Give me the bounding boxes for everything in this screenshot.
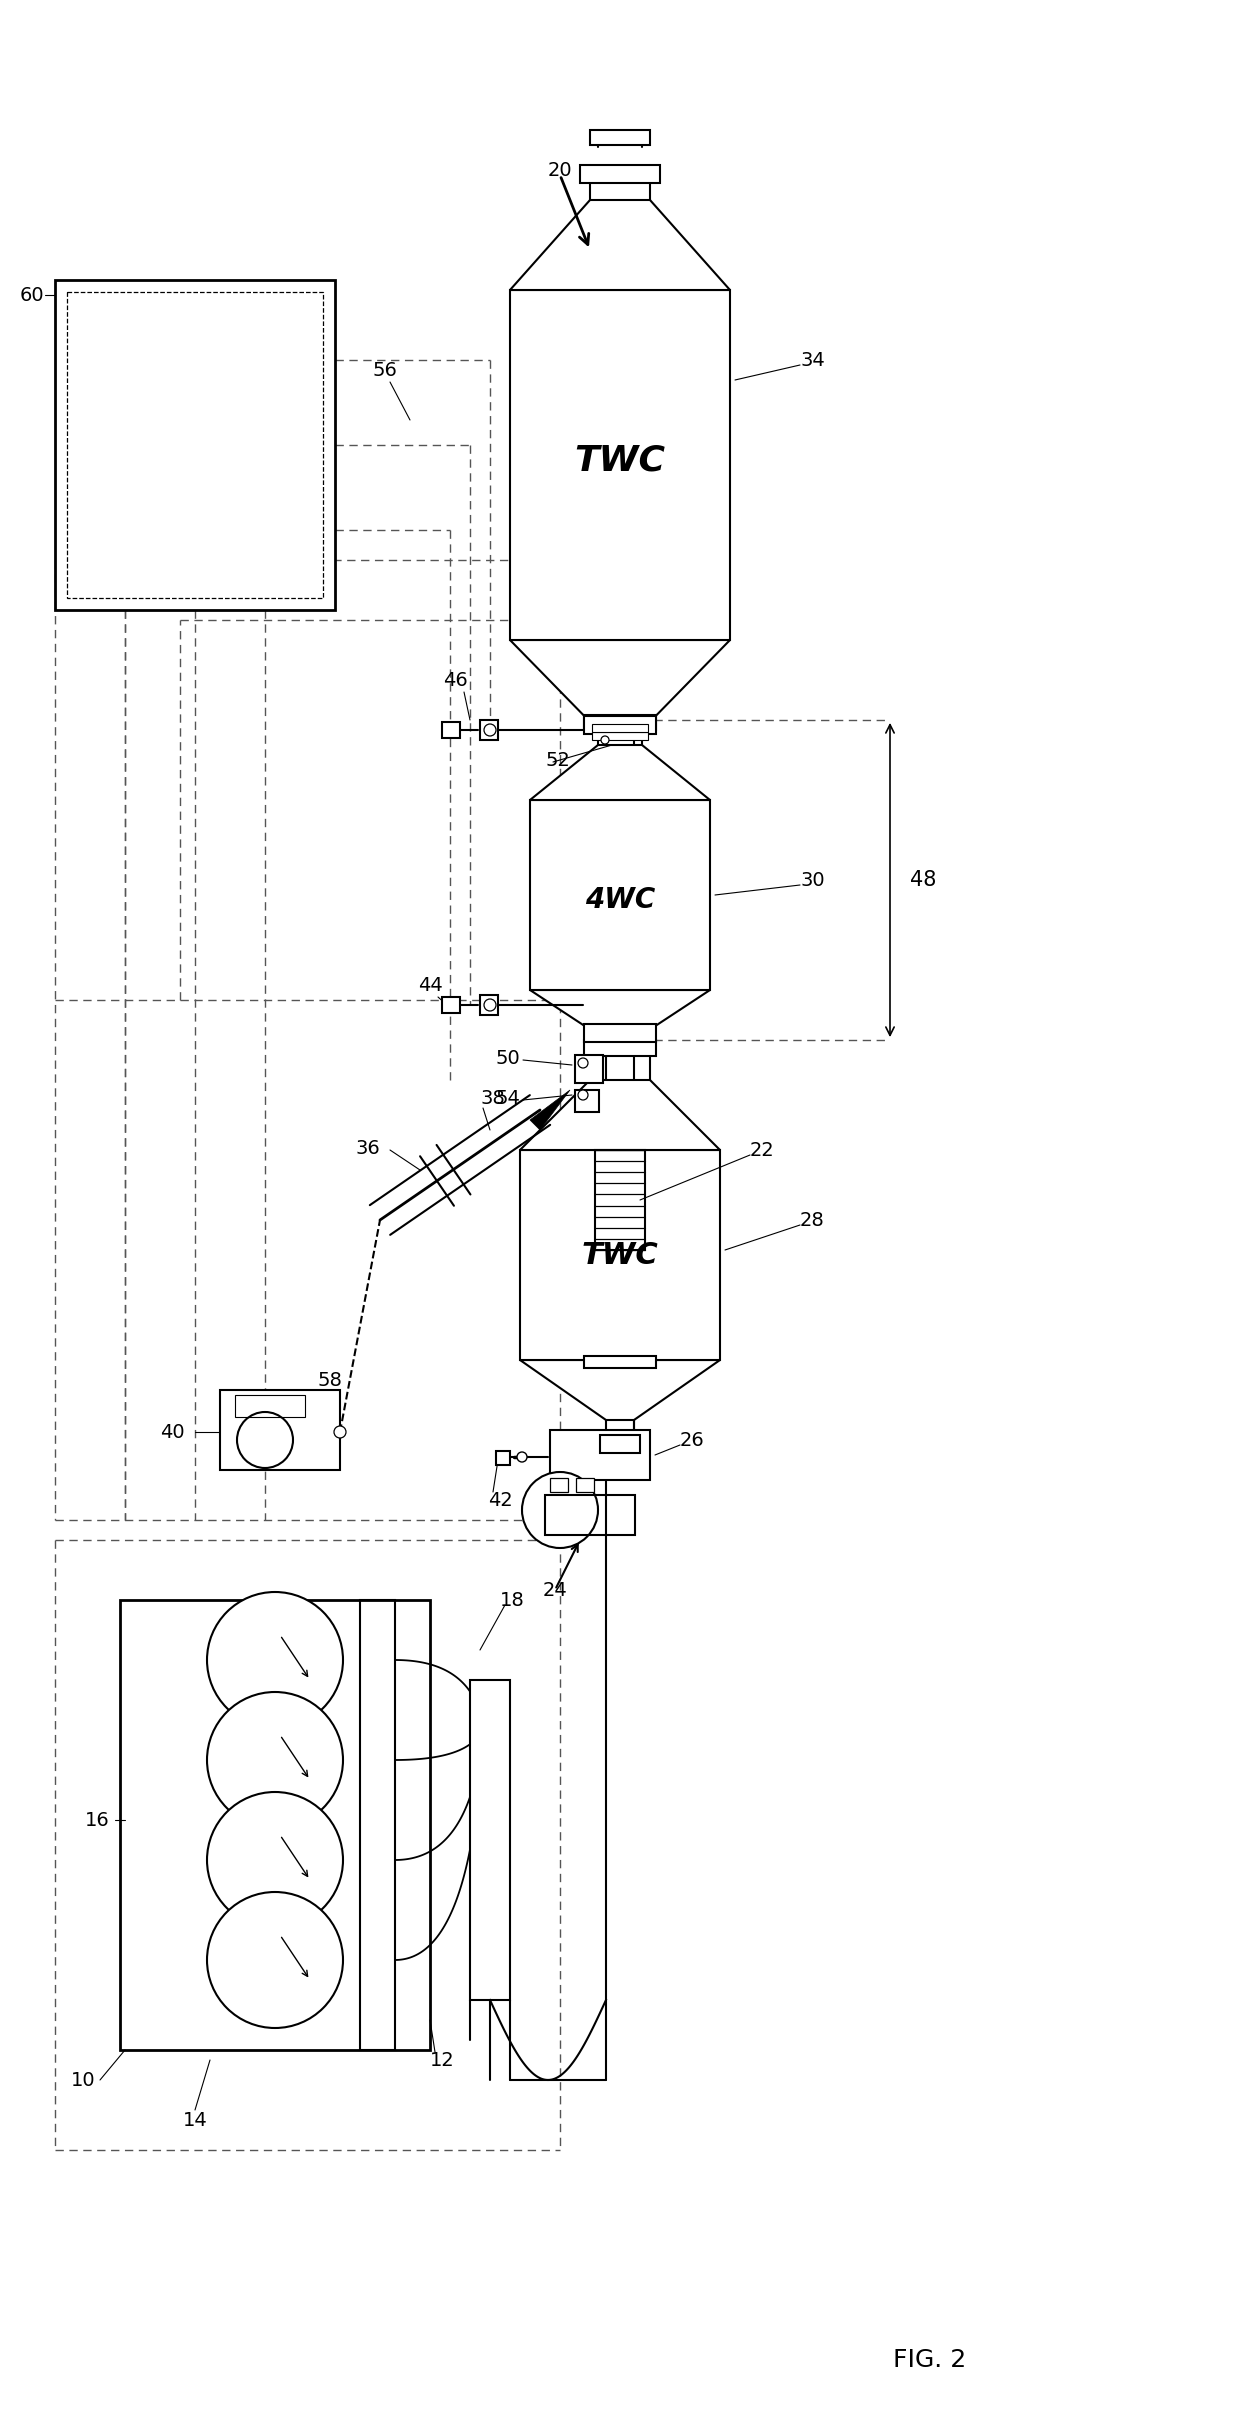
Text: 40: 40 [160, 1422, 185, 1441]
Circle shape [207, 1892, 343, 2028]
Text: 20: 20 [548, 160, 573, 180]
Bar [590, 131, 650, 146]
Bar [551, 1477, 568, 1492]
Circle shape [522, 1473, 598, 1548]
Text: 14: 14 [182, 2111, 207, 2130]
Circle shape [484, 723, 496, 735]
Text: 58: 58 [317, 1371, 342, 1390]
Bar [551, 1429, 650, 1480]
Bar [520, 1150, 720, 1361]
Polygon shape [529, 745, 711, 801]
Polygon shape [510, 640, 730, 730]
Text: 54: 54 [495, 1089, 520, 1109]
Circle shape [578, 1089, 588, 1099]
Text: 38: 38 [480, 1089, 505, 1109]
Bar [546, 1494, 635, 1536]
Polygon shape [520, 1080, 720, 1150]
Bar [584, 1041, 656, 1055]
Bar [529, 801, 711, 990]
Text: 56: 56 [372, 361, 398, 378]
Bar [580, 165, 660, 182]
Bar [584, 1024, 656, 1043]
Bar [480, 721, 498, 740]
Bar [236, 1395, 305, 1417]
Circle shape [484, 1000, 496, 1012]
Text: 42: 42 [489, 1490, 513, 1509]
Bar [591, 723, 649, 733]
Bar [575, 1089, 599, 1111]
Text: 22: 22 [750, 1140, 775, 1160]
Circle shape [601, 735, 609, 745]
Polygon shape [529, 990, 711, 1041]
Text: 12: 12 [430, 2050, 455, 2069]
Bar [591, 733, 649, 740]
Bar [219, 1390, 340, 1470]
Bar [595, 1150, 645, 1249]
Text: 52: 52 [546, 750, 570, 769]
Circle shape [207, 1591, 343, 1727]
Text: 30: 30 [800, 871, 825, 890]
Text: 34: 34 [800, 349, 825, 369]
Text: 60: 60 [20, 286, 45, 306]
Circle shape [578, 1058, 588, 1067]
Bar [575, 1055, 603, 1082]
Bar [55, 279, 335, 609]
Circle shape [334, 1426, 346, 1439]
Bar [584, 1356, 656, 1368]
Text: 26: 26 [680, 1431, 704, 1448]
Text: TWC: TWC [574, 444, 666, 478]
Polygon shape [520, 1361, 720, 1419]
Text: 18: 18 [500, 1591, 525, 1608]
Polygon shape [529, 1089, 570, 1131]
Bar [584, 716, 656, 735]
Circle shape [207, 1793, 343, 1929]
Text: TWC: TWC [582, 1240, 658, 1269]
Text: 16: 16 [86, 1810, 110, 1829]
Bar [441, 723, 460, 738]
Text: 46: 46 [443, 670, 467, 689]
Bar [120, 1601, 430, 2050]
Text: 28: 28 [800, 1211, 825, 1230]
Text: 36: 36 [355, 1138, 379, 1157]
Bar [67, 291, 322, 597]
Circle shape [207, 1691, 343, 1829]
Bar [480, 995, 498, 1014]
Polygon shape [510, 199, 730, 291]
Text: 44: 44 [418, 975, 443, 995]
Bar [584, 716, 656, 730]
Bar [577, 1477, 594, 1492]
Text: 10: 10 [71, 2069, 95, 2089]
Bar [441, 997, 460, 1014]
Bar [470, 1679, 510, 1999]
Circle shape [517, 1453, 527, 1463]
Text: 24: 24 [543, 1579, 568, 1599]
Bar [496, 1451, 510, 1465]
Bar [600, 1436, 640, 1453]
Text: 4WC: 4WC [585, 885, 655, 915]
Text: 50: 50 [495, 1048, 520, 1067]
Bar [360, 1601, 396, 2050]
Circle shape [237, 1412, 293, 1468]
Text: FIG. 2: FIG. 2 [893, 2348, 967, 2373]
Bar [510, 291, 730, 640]
Text: 48: 48 [910, 871, 936, 890]
